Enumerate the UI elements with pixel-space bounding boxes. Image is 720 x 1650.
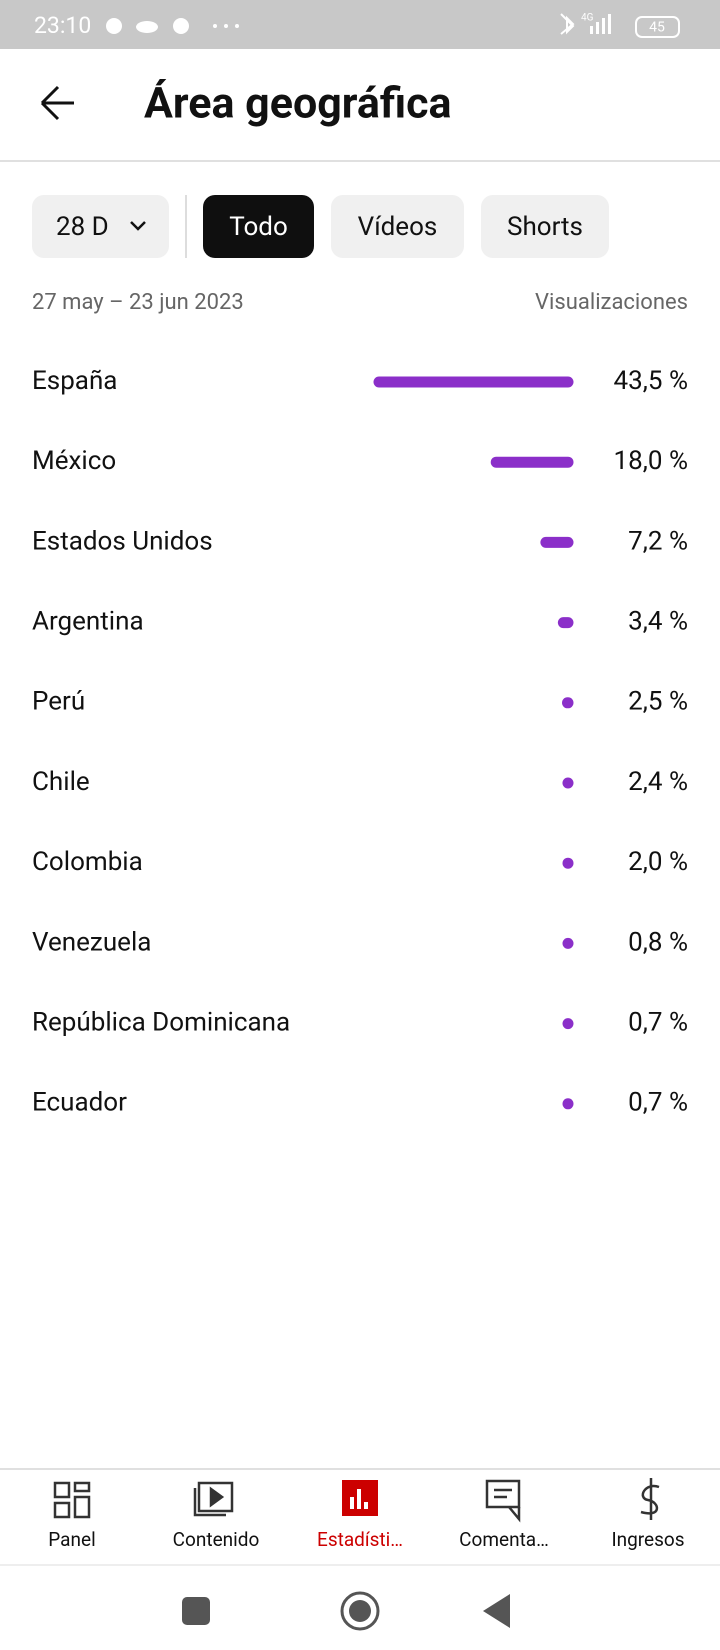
status-time: 23:10 xyxy=(34,12,91,39)
page-title: Área geográfica xyxy=(144,78,451,128)
chip-bg[interactable] xyxy=(32,195,169,258)
nav-icons xyxy=(53,1478,660,1523)
country-name: República Dominicana xyxy=(32,1007,290,1037)
back-system-button[interactable] xyxy=(483,1594,510,1628)
country-name: Venezuela xyxy=(32,927,151,957)
country-name: Ecuador xyxy=(32,1088,127,1118)
tab-chip[interactable] xyxy=(331,195,464,258)
period-label[interactable]: 28 D xyxy=(56,212,109,242)
home-button[interactable] xyxy=(340,1591,380,1631)
nav-label[interactable]: Comenta… xyxy=(459,1528,549,1551)
nav-label[interactable]: Contenido xyxy=(173,1528,260,1551)
value-label: 2,0 % xyxy=(628,847,688,877)
battery-icon xyxy=(635,16,680,38)
date-range: 27 may – 23 jun 2023 xyxy=(32,290,244,315)
recents-button[interactable] xyxy=(182,1597,210,1625)
country-name: Perú xyxy=(32,687,85,717)
country-name: España xyxy=(32,366,117,396)
tab-label[interactable]: Vídeos xyxy=(358,212,438,242)
nav-label[interactable]: Ingresos xyxy=(611,1528,684,1551)
stats-glyph xyxy=(350,1489,368,1509)
value-label: 0,7 % xyxy=(628,1088,688,1118)
period-chip[interactable]: 28 D xyxy=(32,195,169,258)
country-name: Chile xyxy=(32,767,90,797)
value-label: 2,5 % xyxy=(628,687,688,717)
metric-label: Visualizaciones xyxy=(535,290,688,315)
tab-label[interactable]: Shorts xyxy=(507,212,583,242)
nav-label[interactable]: Panel xyxy=(48,1528,95,1551)
back-arrow[interactable] xyxy=(40,85,74,121)
value-label: 0,8 % xyxy=(628,927,688,957)
country-name: Colombia xyxy=(32,847,143,877)
dropdown-icon[interactable] xyxy=(130,221,146,231)
country-name: Estados Unidos xyxy=(32,526,213,556)
tab-label[interactable]: Todo xyxy=(229,212,288,242)
value-label: 18,0 % xyxy=(614,446,688,476)
value-label: 3,4 % xyxy=(628,606,688,636)
value-label: 0,7 % xyxy=(628,1007,688,1037)
home-dot[interactable] xyxy=(349,1600,371,1622)
value-label: 7,2 % xyxy=(628,526,688,556)
nav-label[interactable]: Estadísti… xyxy=(317,1528,403,1551)
tab-chip[interactable] xyxy=(481,195,609,258)
country-name: México xyxy=(32,446,116,476)
back-button[interactable] xyxy=(40,85,74,121)
bluetooth-icon xyxy=(560,13,575,35)
status-icons xyxy=(106,14,611,34)
value-label: 2,4 % xyxy=(628,767,688,797)
battery-level: 45 xyxy=(649,20,665,36)
country-name: Argentina xyxy=(32,606,144,636)
network-type: 4G xyxy=(581,13,594,24)
tab-chip[interactable] xyxy=(203,195,314,258)
value-label: 43,5 % xyxy=(614,366,688,396)
